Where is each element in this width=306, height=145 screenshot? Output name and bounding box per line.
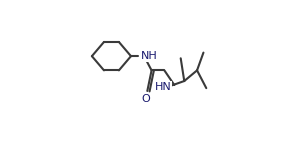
Text: NH: NH xyxy=(141,51,158,61)
Text: HN: HN xyxy=(155,82,171,92)
Text: O: O xyxy=(141,94,150,104)
